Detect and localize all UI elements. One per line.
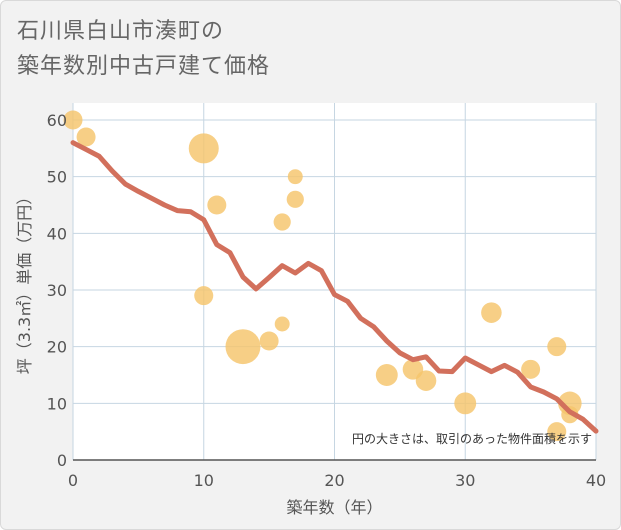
data-point-7 bbox=[273, 213, 291, 231]
data-point-5 bbox=[225, 329, 261, 365]
y-tick-label-4: 40 bbox=[47, 224, 67, 243]
trend-line bbox=[70, 140, 599, 434]
data-point-4 bbox=[207, 195, 227, 215]
y-tick-label-2: 20 bbox=[47, 338, 67, 357]
x-tick-label-1: 10 bbox=[194, 471, 214, 490]
data-point-17 bbox=[547, 337, 567, 357]
y-tick-label-1: 10 bbox=[47, 394, 67, 413]
data-point-9 bbox=[287, 169, 303, 185]
x-tick-labels: 0 10 20 30 40 bbox=[68, 471, 606, 490]
y-tick-label-0: 0 bbox=[57, 451, 67, 470]
x-tick-label-4: 40 bbox=[586, 471, 606, 490]
data-point-2 bbox=[188, 133, 219, 164]
data-point-8 bbox=[274, 316, 290, 332]
data-point-1 bbox=[76, 127, 96, 147]
data-point-18 bbox=[547, 422, 567, 442]
size-legend-note: 円の大きさは、取引のあった物件面積を示す bbox=[352, 431, 592, 446]
data-point-6 bbox=[259, 331, 279, 351]
chart-title: 石川県白山市湊町の 築年数別中古戸建て価格 bbox=[17, 14, 270, 84]
y-tick-labels: 0 10 20 30 40 50 60 bbox=[47, 111, 67, 470]
data-point-0 bbox=[63, 110, 83, 130]
data-point-13 bbox=[415, 370, 437, 391]
x-tick-label-2: 20 bbox=[324, 471, 344, 490]
data-point-3 bbox=[194, 286, 214, 306]
data-point-11 bbox=[375, 364, 398, 386]
y-axis-label: 坪（3.3㎡）単価（万円） bbox=[15, 189, 34, 374]
chart-title-line-1: 石川県白山市湊町の bbox=[17, 19, 225, 44]
data-point-15 bbox=[481, 302, 502, 323]
data-point-10 bbox=[286, 190, 304, 208]
data-point-16 bbox=[521, 359, 541, 379]
y-tick-label-6: 60 bbox=[47, 111, 67, 130]
y-tick-label-5: 50 bbox=[47, 168, 67, 187]
x-tick-label-3: 30 bbox=[455, 471, 475, 490]
chart-title-line-2: 築年数別中古戸建て価格 bbox=[17, 54, 271, 79]
data-point-14 bbox=[454, 392, 477, 415]
x-tick-label-0: 0 bbox=[68, 471, 78, 490]
y-tick-label-3: 30 bbox=[47, 281, 67, 300]
x-axis-label: 築年数（年） bbox=[286, 498, 382, 517]
